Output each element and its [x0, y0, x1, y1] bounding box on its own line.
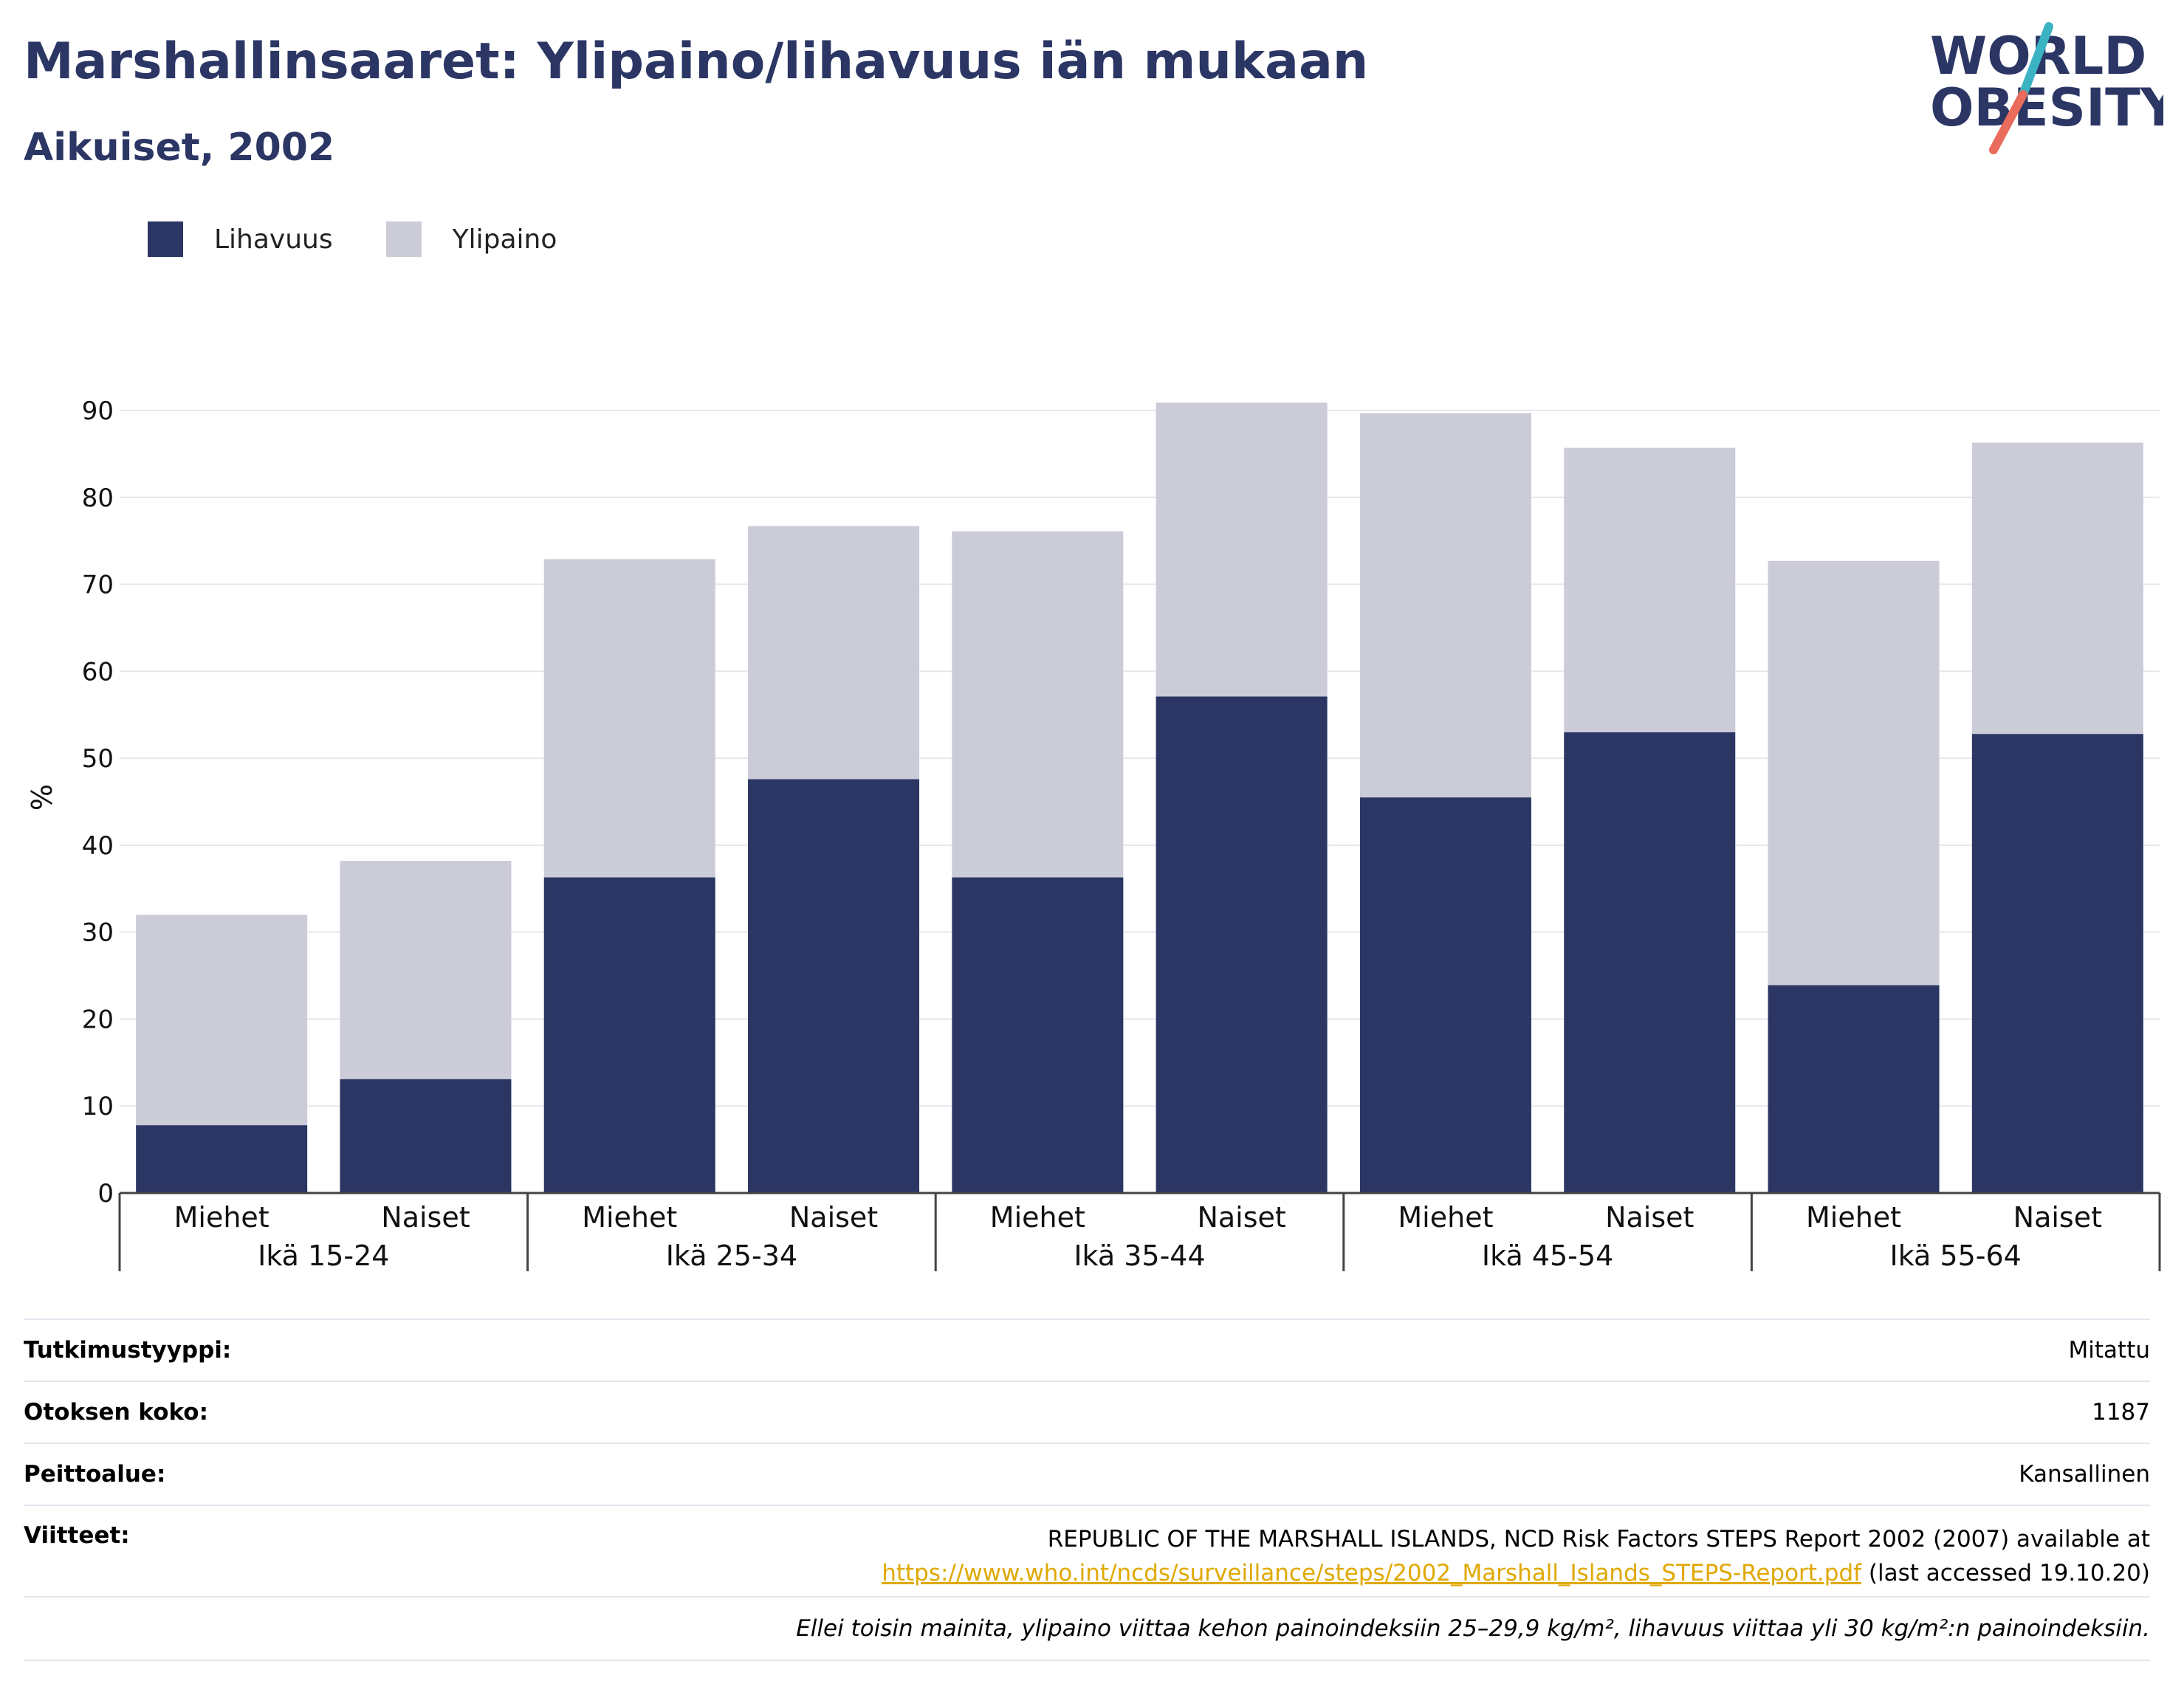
bar-obesity	[543, 877, 715, 1193]
bar-overweight	[1971, 442, 2143, 735]
legend-item-obesity[interactable]: Lihavuus	[148, 221, 333, 257]
y-tick-label: 50	[82, 744, 114, 774]
info-row-sample-size: Otoksen koko: 1187	[24, 1381, 2150, 1443]
world-obesity-logo: WORLD OBESITY	[1930, 22, 2163, 154]
bar-overweight	[748, 526, 920, 780]
x-category-label: Miehet	[174, 1201, 269, 1234]
bar-overweight	[136, 915, 308, 1126]
y-tick-label: 10	[82, 1092, 114, 1121]
stacked-bar-chart: 0 10 20 30 40 50 60 70 80 90% Miehet Naiset Miehet Na…	[26, 396, 2161, 1272]
info-value: 1187	[2092, 1399, 2150, 1426]
legend-swatch-overweight	[385, 221, 422, 257]
x-category-label: Naiset	[789, 1201, 878, 1234]
y-tick-label: 80	[82, 484, 114, 513]
bar-obesity	[1359, 797, 1531, 1193]
reference-line: REPUBLIC OF THE MARSHALL ISLANDS, NCD Ri…	[1047, 1526, 2150, 1553]
x-group-label: Ikä 25-34	[666, 1240, 797, 1272]
bar-obesity	[1155, 696, 1328, 1193]
y-tick-label: 30	[82, 918, 114, 948]
x-category-label: Miehet	[582, 1201, 677, 1234]
y-tick-label: 40	[82, 831, 114, 861]
y-tick-label: 20	[82, 1005, 114, 1034]
y-axis-title: %	[26, 784, 58, 811]
info-table: Tutkimustyyppi: Mitattu Otoksen koko: 11…	[24, 1318, 2150, 1661]
info-value: Kansallinen	[2019, 1461, 2150, 1488]
x-group-label: Ikä 35-44	[1074, 1240, 1205, 1272]
info-row-coverage: Peittoalue: Kansallinen	[24, 1443, 2150, 1505]
reference-accessed: (last accessed 19.10.20)	[1868, 1560, 2150, 1586]
x-group-label: Ikä 15-24	[258, 1240, 389, 1272]
x-category-label: Naiset	[2013, 1201, 2102, 1234]
chart-legend: Lihavuus Ylipaino	[148, 220, 610, 258]
y-tick-label: 0	[97, 1179, 114, 1208]
x-group-label: Ikä 55-64	[1890, 1240, 2022, 1272]
logo-line2: OBESITY	[1930, 78, 2163, 138]
info-key: Peittoalue:	[24, 1461, 166, 1488]
y-tick-label: 60	[82, 657, 114, 687]
definition-note: Ellei toisin mainita, ylipaino viittaa k…	[24, 1596, 2150, 1661]
bar-obesity	[136, 1125, 308, 1193]
x-category-label: Miehet	[1806, 1201, 1901, 1234]
x-category-label: Naiset	[1605, 1201, 1694, 1234]
info-row-references: Viitteet: REPUBLIC OF THE MARSHALL ISLAN…	[24, 1505, 2150, 1596]
info-key: Viitteet:	[24, 1522, 130, 1549]
page-title: Marshallinsaaret: Ylipaino/lihavuus iän …	[24, 32, 1369, 91]
bar-obesity	[1564, 732, 1736, 1193]
logo-slash-teal	[2019, 22, 2053, 99]
y-tick-label: 70	[82, 571, 114, 600]
bar-overweight	[1359, 413, 1531, 798]
logo-slash-coral	[1989, 90, 2027, 154]
legend-item-overweight[interactable]: Ylipaino	[385, 221, 557, 257]
legend-label-obesity: Lihavuus	[214, 224, 333, 255]
bar-overweight	[1564, 447, 1736, 732]
bar-obesity	[748, 779, 920, 1193]
legend-swatch-obesity	[148, 221, 183, 257]
info-key: Otoksen koko:	[24, 1399, 208, 1426]
x-category-label: Miehet	[990, 1201, 1085, 1234]
info-row-study-type: Tutkimustyyppi: Mitattu	[24, 1318, 2150, 1381]
y-tick-label: 90	[82, 396, 114, 426]
bar-obesity	[1768, 985, 1940, 1193]
bar-overweight	[543, 559, 715, 878]
info-key: Tutkimustyyppi:	[24, 1337, 232, 1364]
bar-overweight	[340, 861, 512, 1079]
bar-overweight	[952, 531, 1124, 878]
info-value: Mitattu	[2068, 1337, 2150, 1364]
reference-link[interactable]: https://www.who.int/ncds/surveillance/st…	[882, 1560, 1862, 1586]
bar-obesity	[952, 877, 1124, 1193]
bar-obesity	[1971, 734, 2143, 1193]
x-category-label: Naiset	[381, 1201, 470, 1234]
x-category-label: Miehet	[1398, 1201, 1493, 1234]
references-text: REPUBLIC OF THE MARSHALL ISLANDS, NCD Ri…	[882, 1522, 2150, 1590]
legend-label-overweight: Ylipaino	[452, 224, 557, 255]
bar-overweight	[1155, 402, 1328, 697]
bar-overweight	[1768, 560, 1940, 986]
x-group-label: Ikä 45-54	[1482, 1240, 1613, 1272]
x-category-label: Naiset	[1197, 1201, 1285, 1234]
bar-obesity	[340, 1079, 512, 1193]
page-subtitle: Aikuiset, 2002	[24, 126, 335, 170]
